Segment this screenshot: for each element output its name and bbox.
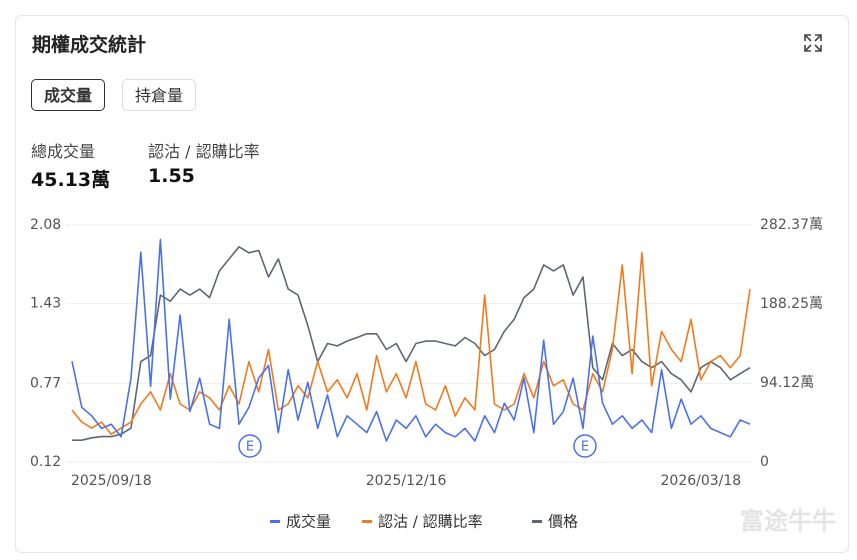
legend-swatch[interactable] <box>270 520 280 523</box>
stat-label: 總成交量 <box>31 142 96 161</box>
y-tick-label: 0.12 <box>30 454 61 470</box>
legend-label[interactable]: 認沽 / 認購比率 <box>378 513 483 531</box>
y-tick-label: 2.08 <box>30 217 61 233</box>
stat-value: 1.55 <box>148 165 195 187</box>
legend-label[interactable]: 成交量 <box>286 513 331 531</box>
y2-tick-label: 94.12萬 <box>760 375 814 391</box>
event-marker <box>573 434 597 458</box>
watermark: 富途牛牛 <box>740 507 836 535</box>
tab-open-interest[interactable]: 持倉量 <box>122 79 197 111</box>
series-line <box>72 246 751 441</box>
legend-swatch[interactable] <box>362 520 372 523</box>
series-line <box>71 252 751 435</box>
x-tick-label: 2026/03/18 <box>661 473 742 489</box>
card <box>15 15 849 553</box>
legend-swatch[interactable] <box>532 520 542 523</box>
x-tick-label: 2025/09/18 <box>71 473 152 489</box>
stat-value: 45.13萬 <box>31 169 111 191</box>
series-line <box>71 238 751 442</box>
legend-label[interactable]: 價格 <box>548 513 578 531</box>
event-marker <box>238 434 262 458</box>
stat-label: 認沽 / 認購比率 <box>148 142 260 161</box>
y2-tick-label: 0 <box>760 454 769 470</box>
tab-volume[interactable]: 成交量 <box>31 79 106 111</box>
event-label: E <box>581 440 589 455</box>
title: 期權成交統計 <box>32 34 147 56</box>
expand-icon[interactable] <box>802 32 824 54</box>
y2-tick-label: 188.25萬 <box>760 296 823 312</box>
x-tick-label: 2025/12/16 <box>366 473 447 489</box>
y-tick-label: 0.77 <box>30 375 61 391</box>
y-tick-label: 1.43 <box>30 296 61 312</box>
event-label: E <box>246 440 254 455</box>
y2-tick-label: 282.37萬 <box>760 217 823 233</box>
